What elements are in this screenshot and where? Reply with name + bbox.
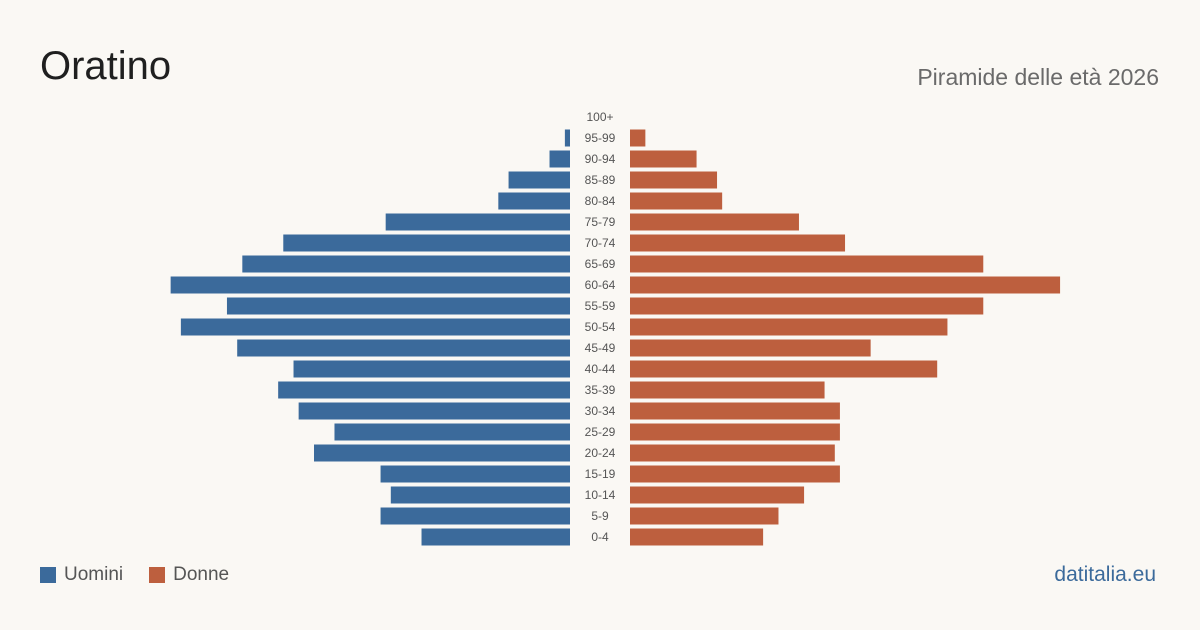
- bar-men-0-4: [421, 528, 570, 546]
- bar-women-55-59: [630, 297, 984, 315]
- bar-men-75-79: [385, 213, 570, 231]
- bar-women-90-94: [630, 150, 697, 168]
- bar-men-40-44: [293, 360, 570, 378]
- bar-women-60-64: [630, 276, 1061, 294]
- age-label: 95-99: [585, 131, 616, 145]
- bar-women-95-99: [630, 129, 646, 147]
- age-label: 0-4: [591, 530, 609, 544]
- bar-men-15-19: [380, 465, 570, 483]
- bar-women-0-4: [630, 528, 764, 546]
- age-label: 25-29: [585, 425, 616, 439]
- age-label: 80-84: [585, 194, 616, 208]
- chart-legend: Uomini Donne: [40, 564, 255, 586]
- age-label: 20-24: [585, 446, 616, 460]
- bar-women-85-89: [630, 171, 718, 189]
- source-link[interactable]: datitalia.eu: [1054, 563, 1156, 586]
- bar-men-95-99: [564, 129, 570, 147]
- legend-swatch-men: [40, 567, 56, 583]
- age-label: 60-64: [585, 278, 616, 292]
- age-label: 65-69: [585, 257, 616, 271]
- legend-item-women: Donne: [149, 564, 229, 586]
- bar-women-25-29: [630, 423, 840, 441]
- age-label: 10-14: [585, 488, 616, 502]
- age-label: 35-39: [585, 383, 616, 397]
- age-label: 45-49: [585, 341, 616, 355]
- bar-men-50-54: [180, 318, 570, 336]
- bar-men-35-39: [278, 381, 570, 399]
- bar-men-70-74: [283, 234, 570, 252]
- bar-women-45-49: [630, 339, 871, 357]
- bar-men-60-64: [170, 276, 570, 294]
- bar-women-10-14: [630, 486, 805, 504]
- bar-men-5-9: [380, 507, 570, 525]
- bar-men-90-94: [549, 150, 570, 168]
- bar-women-20-24: [630, 444, 835, 462]
- age-label: 55-59: [585, 299, 616, 313]
- bar-women-35-39: [630, 381, 825, 399]
- age-label: 100+: [586, 110, 613, 124]
- bar-women-30-34: [630, 402, 840, 420]
- age-label: 5-9: [591, 509, 609, 523]
- legend-swatch-women: [149, 567, 166, 583]
- bar-men-65-69: [242, 255, 570, 273]
- bar-women-70-74: [630, 234, 846, 252]
- age-label: 75-79: [585, 215, 616, 229]
- bar-women-15-19: [630, 465, 840, 483]
- bar-men-80-84: [498, 192, 570, 210]
- legend-label-women: Donne: [173, 564, 230, 585]
- bar-men-10-14: [390, 486, 570, 504]
- bar-men-45-49: [237, 339, 570, 357]
- legend-item-men: Uomini: [40, 564, 123, 586]
- bar-women-80-84: [630, 192, 723, 210]
- bar-men-85-89: [508, 171, 570, 189]
- age-label: 70-74: [585, 236, 616, 250]
- bar-men-30-34: [298, 402, 570, 420]
- bar-men-55-59: [226, 297, 570, 315]
- bar-men-20-24: [314, 444, 570, 462]
- age-label: 15-19: [585, 467, 616, 481]
- bar-women-75-79: [630, 213, 799, 231]
- age-label: 50-54: [585, 320, 616, 334]
- chart-subtitle: Piramide delle età 2026: [917, 64, 1159, 90]
- age-label: 40-44: [585, 362, 616, 376]
- age-label: 30-34: [585, 404, 616, 418]
- age-label: 85-89: [585, 173, 616, 187]
- legend-label-men: Uomini: [64, 564, 124, 585]
- bar-men-25-29: [334, 423, 570, 441]
- bar-women-5-9: [630, 507, 779, 525]
- page-title: Oratino: [40, 44, 172, 88]
- bar-women-50-54: [630, 318, 948, 336]
- bar-women-65-69: [630, 255, 984, 273]
- bar-women-40-44: [630, 360, 938, 378]
- age-label: 90-94: [585, 152, 616, 166]
